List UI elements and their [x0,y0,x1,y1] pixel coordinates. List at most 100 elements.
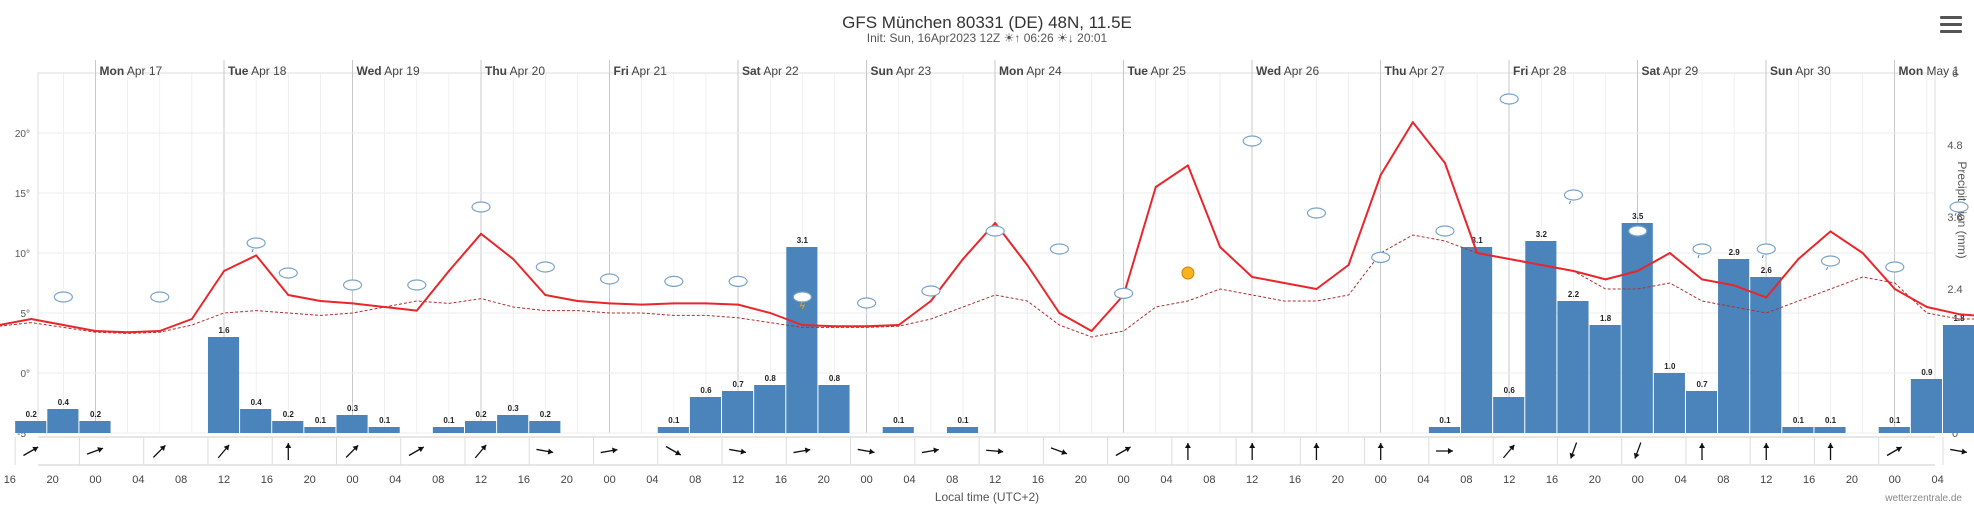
precip-bar [336,415,368,433]
hour-tick-label: 20 [47,474,59,486]
cloud-icon [471,201,491,213]
cloud-body [1371,251,1391,263]
hour-tick-label: 12 [475,474,487,486]
precip-bar [786,247,818,433]
precip-label: 1.8 [1600,314,1612,323]
wind-arrow-head [1827,443,1834,448]
wind-arrow-head [674,449,681,456]
cloud-icon [1114,287,1134,299]
wind-arrow-head [1508,444,1515,451]
precip-label: 0.7 [733,380,745,389]
precip-label: 0.9 [1921,368,1933,377]
wind-arrow-icon [1569,442,1578,459]
hour-tick-label: 12 [1246,474,1258,486]
precip-bar [1525,241,1557,433]
wind-arrow-icon [285,443,292,460]
precip-bar [304,427,336,433]
hour-tick-label: 16 [4,474,16,486]
precip-label: 0.6 [700,386,712,395]
rain-drop [1826,266,1828,271]
temperature-segment [94,330,129,334]
cloud-icon [1306,207,1327,219]
wind-arrow-head [1124,446,1131,453]
temperature-segment [640,302,675,306]
wind-arrow-icon [345,444,359,458]
precip-label: 0.1 [957,416,969,425]
precip-label: 3.1 [1472,236,1484,245]
precip-label: 3.5 [1632,212,1644,221]
temperature-segment [737,303,772,314]
precip-bar [272,421,304,433]
precip-label: 0.3 [508,404,520,413]
cloud-body [1306,207,1327,219]
precip-bar [722,391,754,433]
precip-bar [79,421,111,433]
sunset-icon: ☀︎↓ [1057,31,1074,45]
cloud-icon [407,279,427,291]
wind-arrow-head [159,445,166,451]
wind-arrow-head [997,448,1004,455]
day-label: Mon Apr 24 [999,64,1062,78]
cloud-body [792,291,812,303]
cloud-body [407,279,427,291]
hour-tick-label: 08 [1203,474,1215,486]
menu-icon[interactable] [1940,16,1962,34]
precip-bar [1461,247,1493,433]
cloud-icon [728,275,748,287]
wind-arrow-icon [1313,443,1320,460]
precip-bar [1814,427,1846,433]
temperature-segment [1636,252,1671,272]
wind-arrow-icon [857,448,875,455]
sunset-time: 20:01 [1077,31,1108,45]
cloud-body [53,291,73,303]
wind-arrow-icon [1377,443,1384,460]
cloud-body [1756,243,1776,255]
precip-bar [882,427,914,433]
precip-label: 0.4 [251,398,263,407]
precip-bar [818,385,850,433]
precip-bar [754,385,786,433]
hour-tick-label: 08 [946,474,958,486]
precip-label: 0.1 [1793,416,1805,425]
day-label: Thu Apr 27 [1385,64,1445,78]
wind-arrow-head [933,447,939,454]
precip-label: 0.1 [443,416,455,425]
temperature-segment [62,324,97,332]
temperature-segment [1219,246,1254,278]
precip-label: 0.2 [475,410,487,419]
rain-icon [1820,255,1841,271]
temperature-segment [608,302,643,306]
temperature-segment [1122,186,1157,296]
hour-tick-label: 20 [1075,474,1087,486]
precip-bar [689,397,722,433]
hour-tick-label: 00 [603,474,615,486]
precip-label: 2.9 [1729,248,1741,257]
cloud-icon [664,275,684,287]
temperature-segment [190,270,226,320]
temperature-segment [1379,121,1414,176]
temperature-segment [1508,258,1543,266]
sunrise-time: 06:26 [1023,31,1054,45]
hour-tick-label: 04 [389,474,401,486]
wind-arrow-icon [1115,446,1131,457]
temperature-segment [1733,284,1768,299]
precip-label: 3.1 [797,236,809,245]
wind-arrow-head [869,448,875,455]
temperature-segment [1251,276,1286,284]
temperature-segment [383,306,418,312]
wind-arrow-head [1699,443,1705,448]
cloud-body [1563,189,1584,201]
temperature-segment [1701,278,1736,287]
wind-arrow-icon [1827,443,1834,460]
precip-bar [1718,259,1750,433]
rain-icon [246,237,266,253]
wind-arrow-head [1249,443,1256,448]
wind-arrow-icon [1502,444,1515,459]
hour-tick-label: 16 [1546,474,1558,486]
hour-tick-label: 04 [1160,474,1172,486]
y-tick-label: 0° [20,369,30,380]
x-axis-title: Local time (UTC+2) [934,490,1040,504]
temperature-segment [1476,252,1511,260]
wind-arrow-icon [474,444,487,459]
